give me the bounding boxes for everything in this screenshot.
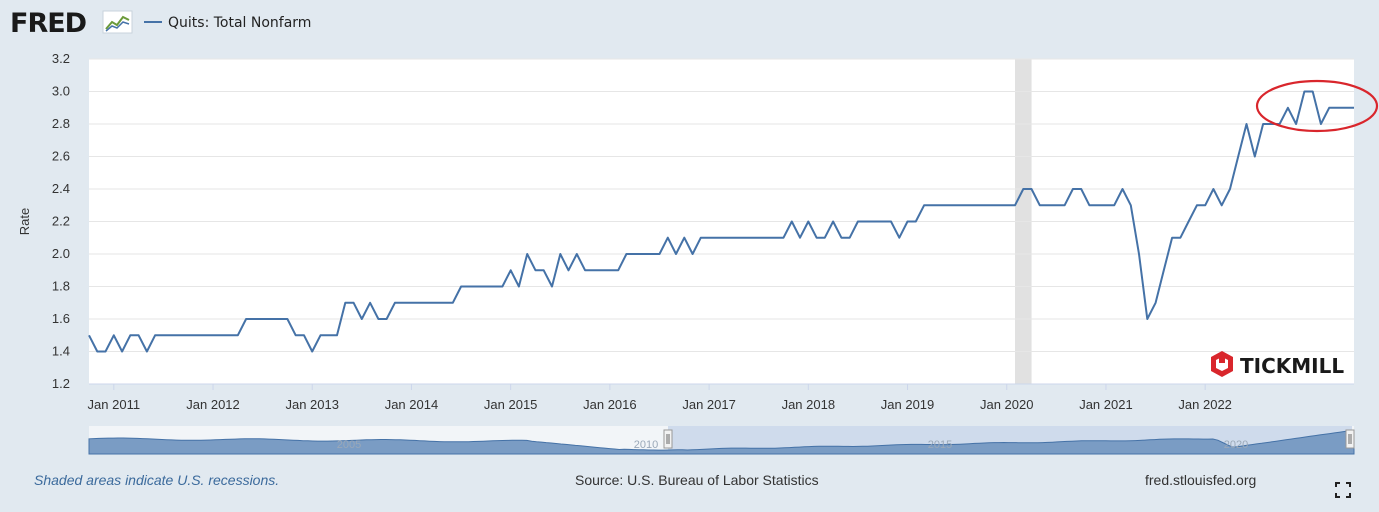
navigator-handle-body bbox=[1345, 429, 1355, 449]
y-tick-label: 1.6 bbox=[52, 311, 70, 326]
fred-logo-text: FRED bbox=[10, 8, 86, 39]
x-tick-label: Jan 2022 bbox=[1178, 397, 1232, 412]
navigator-handle-body bbox=[663, 429, 673, 449]
y-tick-label: 2.4 bbox=[52, 181, 70, 196]
y-tick-label: 2.6 bbox=[52, 149, 70, 164]
highlight-annotation bbox=[1255, 79, 1379, 133]
x-tick-label: Jan 2016 bbox=[583, 397, 637, 412]
x-tick-label: Jan 2012 bbox=[186, 397, 240, 412]
y-tick-label: 1.8 bbox=[52, 279, 70, 294]
x-tick-label: Jan 2019 bbox=[881, 397, 935, 412]
x-tick-label: Jan 2011 bbox=[88, 397, 141, 412]
navigator-handle-left[interactable] bbox=[663, 429, 673, 449]
y-tick-label: 1.2 bbox=[52, 376, 70, 391]
navigator-series bbox=[88, 429, 1355, 455]
navigator-labels: 2005 2010 2015 2020 bbox=[337, 439, 1248, 451]
fred-logo[interactable]: FRED bbox=[10, 8, 133, 39]
y-axis-title: Rate bbox=[17, 208, 32, 235]
x-tick-label: Jan 2013 bbox=[285, 397, 339, 412]
fred-chart-icon bbox=[102, 10, 133, 34]
legend-label: Quits: Total Nonfarm bbox=[168, 15, 311, 31]
fullscreen-icon[interactable] bbox=[1335, 482, 1351, 498]
y-tick-label: 3.2 bbox=[52, 51, 70, 66]
navigator[interactable]: 2005 2010 2015 2020 bbox=[88, 426, 1355, 455]
x-axis: Jan 2011 Jan 2012 Jan 2013 Jan 2014 Jan 2015… bbox=[88, 383, 1354, 412]
x-tick-label: Jan 2020 bbox=[980, 397, 1034, 412]
navigator-label: 2010 bbox=[634, 439, 658, 451]
tickmill-logo: TICKMILL bbox=[1211, 351, 1344, 378]
recession-note: Shaded areas indicate U.S. recessions. bbox=[34, 472, 280, 488]
x-tick-label: Jan 2021 bbox=[1079, 397, 1133, 412]
x-tick-label: Jan 2018 bbox=[782, 397, 836, 412]
series-line bbox=[88, 90, 1354, 353]
y-axis: 1.2 1.4 1.6 1.8 2.0 2.2 2.4 2.6 2.8 3.0 3.2 bbox=[52, 51, 70, 391]
site-link[interactable]: fred.stlouisfed.org bbox=[1145, 472, 1257, 488]
legend: Quits: Total Nonfarm bbox=[144, 15, 311, 31]
navigator-label: 2015 bbox=[928, 439, 952, 451]
series-layer bbox=[88, 90, 1354, 353]
y-tick-label: 2.8 bbox=[52, 116, 70, 131]
navigator-label: 2020 bbox=[1224, 439, 1248, 451]
tickmill-logo-text: TICKMILL bbox=[1240, 354, 1344, 378]
navigator-handle-right[interactable] bbox=[1345, 429, 1355, 449]
y-tick-label: 2.0 bbox=[52, 246, 70, 261]
navigator-label: 2005 bbox=[337, 439, 361, 451]
y-tick-label: 3.0 bbox=[52, 84, 70, 99]
y-tick-label: 2.2 bbox=[52, 214, 70, 229]
y-tick-label: 1.4 bbox=[52, 344, 70, 359]
x-tick-label: Jan 2015 bbox=[484, 397, 538, 412]
source-note: Source: U.S. Bureau of Labor Statistics bbox=[575, 472, 819, 488]
x-tick-label: Jan 2017 bbox=[682, 397, 736, 412]
x-tick-label: Jan 2014 bbox=[385, 397, 439, 412]
